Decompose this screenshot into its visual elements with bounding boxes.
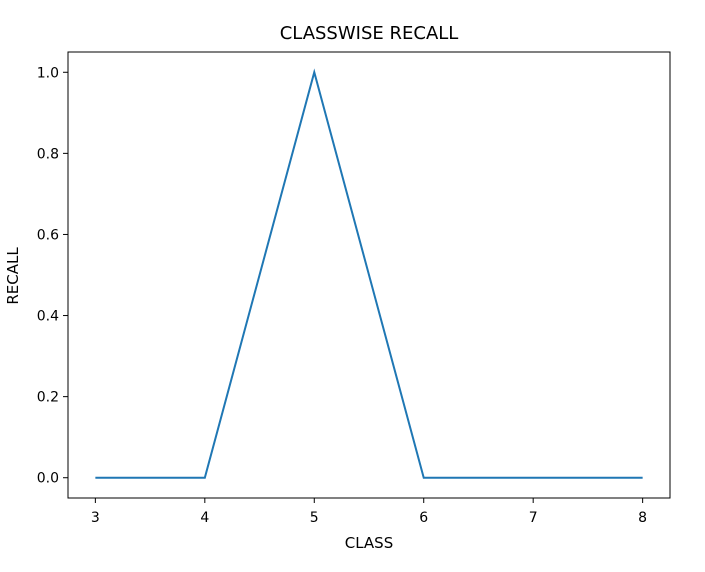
y-axis-label: RECALL xyxy=(4,247,22,305)
x-axis-label: CLASS xyxy=(345,534,393,552)
y-tick-label: 0.6 xyxy=(37,227,59,243)
x-tick-label: 5 xyxy=(310,510,319,526)
x-tick-label: 4 xyxy=(200,510,209,526)
plot-frame xyxy=(67,51,671,499)
chart-title: CLASSWISE RECALL xyxy=(280,23,459,44)
series-line-0 xyxy=(95,68,643,479)
y-tick-label: 0.0 xyxy=(37,471,59,487)
y-tick-label: 0.4 xyxy=(37,309,59,325)
x-tick-label: 6 xyxy=(419,510,428,526)
x-tick-label: 8 xyxy=(638,510,647,526)
y-tick-label: 0.8 xyxy=(37,146,59,162)
y-tick-label: 1.0 xyxy=(37,65,59,81)
x-tick-label: 3 xyxy=(91,510,100,526)
y-tick-label: 0.2 xyxy=(37,390,59,406)
plot-area: 3 4 5 6 7 8 0.0 0.2 0.4 0.6 0.8 1.0 xyxy=(37,51,671,526)
x-tick-label: 7 xyxy=(529,510,538,526)
